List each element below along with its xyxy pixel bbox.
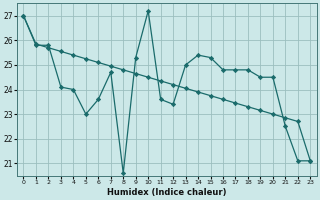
X-axis label: Humidex (Indice chaleur): Humidex (Indice chaleur) — [107, 188, 227, 197]
